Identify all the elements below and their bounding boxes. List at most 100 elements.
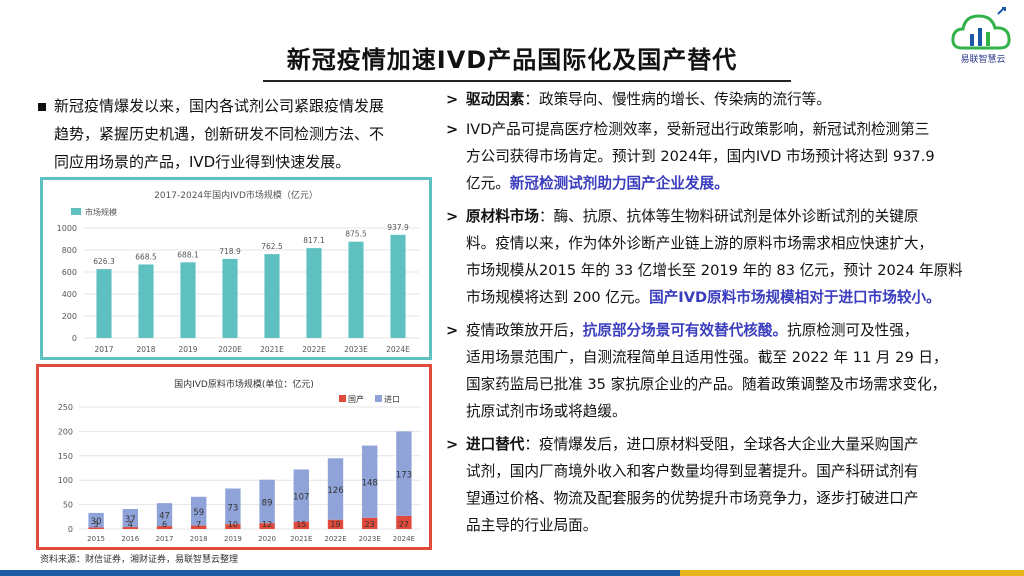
ivd-raw-material-chart-frame: 国内IVD原料市场规模(单位：亿元) 国产 进口 0 50 100 150 200 250 3 30… (36, 364, 432, 550)
ivd-market-chart-frame: 2017-2024年国内IVD市场规模（亿元） 市场规模 0 200 400 600 800… (40, 177, 432, 360)
arrow-bullet-icon: > (446, 91, 459, 108)
bar-domestic (293, 521, 309, 529)
emphasis-text: 抗原部分场景可有效替代核酸。 (582, 322, 788, 339)
legend-label: 市场规模 (85, 207, 117, 217)
bullet-ivd-efficiency: > IVD产品可提高医疗检测效率，受新冠出行政策影响，新冠试剂检测第三 方公司获… (444, 116, 1014, 197)
bottom-bar-yellow (680, 570, 1024, 576)
bottom-bar (0, 570, 1024, 576)
data-label: 668.5 (135, 252, 157, 261)
bullet-antigen: > 疫情政策放开后，抗原部分场景可有效替代核酸。抗原检测可及性强， 适用场景范围… (444, 317, 1014, 425)
data-label-domestic: 3 (94, 520, 99, 529)
data-label: 718.9 (219, 247, 241, 256)
data-label-import: 37 (125, 515, 136, 525)
page-title: 新冠疫情加速IVD产品国际化及国产替代 (286, 46, 738, 74)
bullet-line: 品主导的行业局面。 (466, 517, 598, 534)
ivd-market-chart: 2017-2024年国内IVD市场规模（亿元） 市场规模 0 200 400 600 800… (57, 189, 419, 354)
data-label-domestic: 4 (128, 520, 133, 529)
y-tick-label: 0 (68, 525, 73, 534)
y-tick-label: 150 (58, 452, 73, 461)
bar-import (156, 503, 173, 527)
y-tick-label: 800 (62, 246, 77, 255)
logo-name: 易联智慧云 (960, 55, 1006, 65)
bullet-head: 原材料市场 (466, 208, 539, 225)
x-tick-label: 2024E (393, 535, 415, 543)
left-line: 新冠疫情爆发以来，国内各试剂公司紧跟疫情发展 (54, 97, 385, 115)
bullet-line: 抗原检测可及性强， (787, 322, 919, 339)
data-label: 626.3 (93, 257, 115, 266)
bullet-drivers: > 驱动因素：政策导向、慢性病的增长、传染病的流行等。 (444, 86, 1014, 113)
bar (138, 264, 154, 338)
bar-import (396, 431, 412, 516)
y-tick-label: 1000 (57, 224, 77, 233)
data-label-domestic: 23 (365, 520, 375, 529)
bullet-line: 市场规模从2015 年的 33 亿增长至 2019 年的 83 亿元，预计 20… (466, 262, 963, 279)
data-label-import: 148 (362, 479, 378, 489)
data-label-domestic: 27 (399, 520, 409, 529)
source-note: 资料来源：财信证券，湘财证券，易联智慧云整理 (40, 555, 239, 565)
x-tick-label: 2017 (156, 535, 174, 543)
bar-import (88, 512, 104, 528)
bullet-line: 方公司获得市场肯定。预计到 2024年，国内IVD 市场预计将达到 937.9 (466, 148, 935, 165)
legend-label: 国产 (348, 394, 364, 404)
bar (180, 262, 196, 338)
bullet-line: ：疫情爆发后，进口原材料受阻，全球各大企业大量采购国产 (524, 436, 919, 453)
data-label-domestic: 6 (162, 520, 167, 529)
square-bullet-icon (38, 102, 46, 111)
bar (96, 269, 112, 338)
x-tick-label: 2022E (324, 535, 346, 543)
x-tick-label: 2020E (218, 345, 242, 354)
data-label: 875.5 (345, 230, 367, 239)
emphasis-text: 新冠检测试剂助力国产企业发展。 (509, 175, 729, 192)
bullet-import-substitution: > 进口替代：疫情爆发后，进口原材料受阻，全球各大企业大量采购国产 试剂，国内厂… (444, 431, 1014, 539)
bar (306, 248, 322, 338)
x-tick-label: 2020 (258, 535, 276, 543)
data-label-import: 173 (396, 471, 412, 481)
bar-domestic (122, 527, 138, 529)
title-underline (263, 80, 791, 82)
data-label: 762.5 (261, 242, 283, 251)
bullet-line: 国家药监局已批准 35 家抗原企业的产品。随着政策调整及市场需求变化， (466, 376, 947, 393)
data-label: 688.1 (177, 250, 199, 259)
bullet-line: 亿元。 (466, 175, 510, 192)
y-tick-label: 200 (58, 427, 73, 436)
data-label-import: 107 (293, 493, 309, 503)
bar-domestic (259, 523, 275, 529)
bullet-head: 进口替代 (466, 436, 525, 453)
y-tick-label: 250 (58, 403, 73, 412)
x-tick-label: 2023E (344, 345, 368, 354)
bar-domestic (156, 526, 173, 529)
arrow-bullet-icon: > (446, 121, 459, 138)
left-line: 同应用场景的产品，IVD行业得到快速发展。 (54, 153, 351, 171)
data-label-domestic: 15 (296, 520, 306, 529)
chart-title: 国内IVD原料市场规模(单位：亿元) (174, 378, 314, 390)
bar-domestic (327, 519, 344, 529)
arrow-bullet-icon: > (446, 208, 459, 225)
emphasis-text: 国产IVD原料市场规模相对于进口市场较小。 (649, 289, 941, 306)
bullet-raw-material: > 原材料市场：酶、抗原、抗体等生物料研试剂是体外诊断试剂的关键原 料。疫情以来… (444, 203, 1014, 311)
legend-label: 进口 (384, 395, 400, 404)
data-label-domestic: 7 (196, 520, 201, 529)
data-label: 937.9 (387, 223, 409, 232)
x-tick-label: 2017 (94, 345, 113, 354)
x-tick-label: 2022E (302, 345, 326, 354)
bar-import (122, 508, 138, 528)
data-label: 817.1 (303, 236, 325, 245)
data-label-import: 59 (193, 508, 204, 518)
bar (390, 234, 406, 338)
x-tick-label: 2019 (224, 535, 242, 543)
y-tick-label: 50 (63, 501, 73, 510)
legend-swatch (375, 395, 382, 402)
bullet-line: 料。疫情以来，作为体外诊断产业链上游的原料市场需求相应快速扩大， (466, 235, 934, 252)
data-label-import: 73 (227, 503, 238, 513)
bullet-line: 望通过价格、物流及配套服务的优势提升市场竞争力，逐步打破进口产 (466, 490, 919, 507)
arrow-bullet-icon: > (446, 436, 459, 453)
y-tick-label: 100 (58, 476, 73, 485)
bullet-line: IVD产品可提高医疗检测效率，受新冠出行政策影响，新冠试剂检测第三 (466, 121, 930, 138)
bar-domestic (362, 517, 378, 529)
bar-import (191, 496, 207, 526)
bullet-line: 适用场景范围广，自测流程简单且适用性强。截至 2022 年 11 月 29 日， (466, 349, 948, 366)
bar-import (362, 445, 378, 518)
bullet-line: 疫情政策放开后， (466, 322, 583, 339)
data-label-import: 126 (327, 486, 343, 496)
bar-import (225, 488, 241, 525)
